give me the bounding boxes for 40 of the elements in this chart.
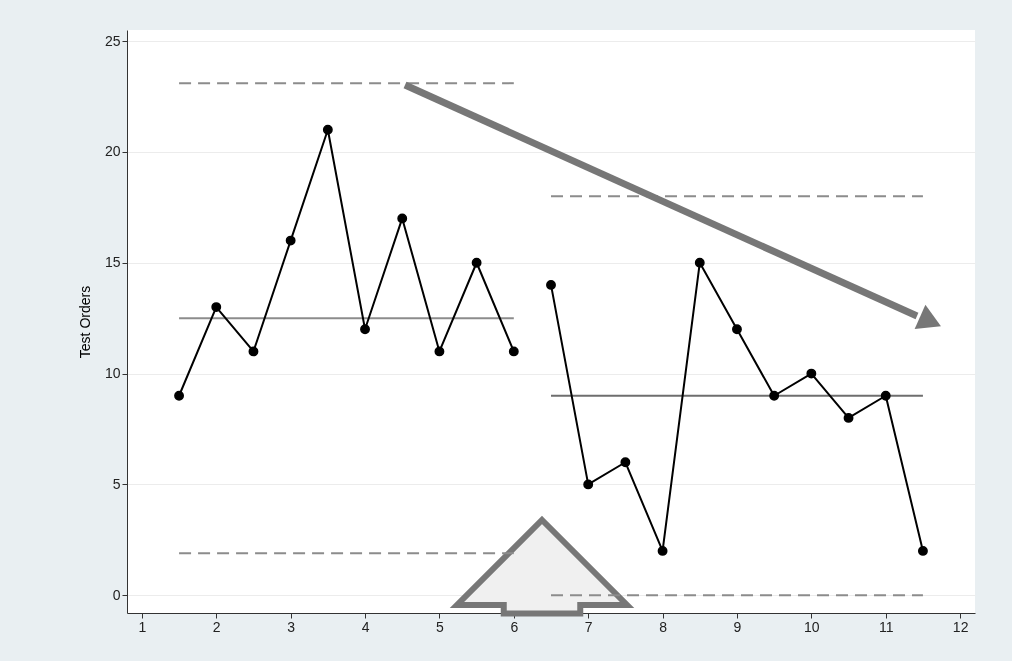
y-tick-label: 20 [104, 143, 121, 160]
point [322, 124, 333, 135]
point [508, 346, 519, 357]
point [657, 546, 668, 556]
point [434, 346, 445, 357]
point [360, 324, 370, 335]
point [397, 213, 408, 224]
x-tick-label: 10 [804, 618, 820, 635]
point [174, 390, 184, 401]
x-tick-label: 6 [510, 618, 519, 635]
point [880, 390, 891, 401]
y-tick-label: 25 [104, 32, 121, 49]
y-tick-label: 0 [112, 586, 121, 603]
point [471, 257, 482, 268]
point [620, 457, 631, 468]
point [769, 390, 780, 401]
x-tick-label: 3 [287, 618, 296, 635]
x-tick-label: 11 [878, 618, 894, 635]
point [211, 302, 222, 313]
y-tick-label: 5 [112, 475, 121, 492]
x-tick-label: 2 [212, 618, 221, 635]
point [546, 280, 556, 290]
x-tick-label: 5 [436, 618, 445, 635]
point [285, 235, 296, 246]
point [583, 479, 594, 490]
y-tick-label: 15 [104, 254, 121, 271]
x-tick-label: 4 [361, 618, 370, 635]
y-axis-title: Test Orders [76, 285, 93, 359]
x-tick-label: 1 [138, 618, 147, 635]
x-tick-label: 8 [659, 618, 668, 635]
point [248, 346, 259, 357]
point [843, 413, 854, 423]
point [806, 368, 817, 379]
x-tick-label: 12 [952, 618, 969, 635]
point [918, 546, 928, 556]
y-tick-label: 10 [104, 365, 121, 382]
point [732, 324, 742, 335]
x-tick-label: 9 [733, 618, 742, 635]
x-tick-label: 7 [584, 618, 593, 635]
point [694, 257, 705, 268]
